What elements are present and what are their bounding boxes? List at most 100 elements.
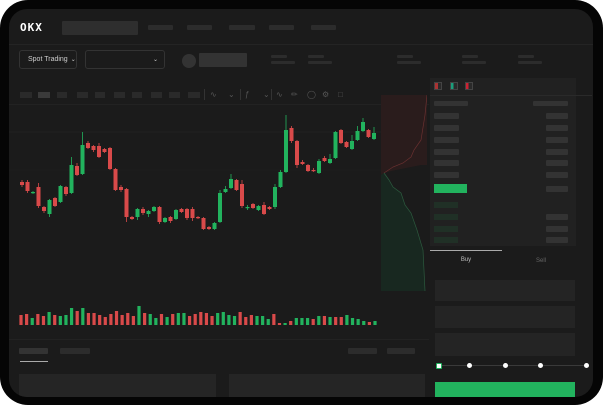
candle bbox=[251, 204, 255, 208]
volume-bar bbox=[64, 315, 68, 325]
ask-row-price[interactable] bbox=[434, 137, 459, 143]
interval-button[interactable] bbox=[77, 92, 88, 98]
bid-row-amount bbox=[546, 237, 568, 243]
interval-button[interactable] bbox=[114, 92, 125, 98]
candle bbox=[372, 133, 376, 139]
candle bbox=[146, 211, 151, 214]
header-search-placeholder[interactable] bbox=[62, 21, 138, 35]
okx-logo[interactable]: OKX bbox=[20, 21, 43, 34]
indicator-icon[interactable]: ƒ bbox=[245, 90, 250, 99]
candle bbox=[278, 172, 283, 187]
tab-order-history[interactable] bbox=[60, 348, 90, 354]
slider-stop-75[interactable] bbox=[538, 363, 543, 368]
volume-bar bbox=[300, 318, 304, 325]
ask-row-price[interactable] bbox=[434, 113, 459, 119]
nav-item[interactable] bbox=[269, 25, 294, 30]
slider-handle[interactable] bbox=[436, 363, 442, 369]
tab-underline bbox=[20, 361, 48, 362]
candle bbox=[36, 187, 41, 206]
volume-bar bbox=[305, 318, 310, 325]
volume-bar bbox=[92, 313, 96, 325]
volume-bar bbox=[345, 315, 349, 325]
amount-input[interactable] bbox=[435, 306, 575, 328]
volume-bar bbox=[311, 319, 315, 325]
volume-bar bbox=[103, 317, 107, 325]
ask-row-price[interactable] bbox=[434, 149, 459, 155]
settings-icon[interactable]: ⚙ bbox=[322, 90, 330, 99]
chevron-down-icon[interactable]: ⌄ bbox=[228, 90, 235, 99]
chevron-down-icon[interactable]: ⌄ bbox=[263, 90, 270, 99]
tab-buy[interactable]: Buy bbox=[460, 257, 472, 263]
stat-value bbox=[308, 61, 332, 64]
orderbook-asks-icon[interactable] bbox=[465, 82, 473, 90]
volume-bar bbox=[120, 315, 124, 325]
ask-row-amount bbox=[546, 160, 568, 166]
interval-button[interactable] bbox=[95, 92, 105, 98]
orders-action[interactable] bbox=[387, 348, 415, 354]
orderbook-both-icon[interactable] bbox=[434, 82, 442, 90]
candle bbox=[53, 198, 57, 206]
amount-slider-track[interactable] bbox=[440, 365, 588, 366]
candle bbox=[135, 209, 140, 217]
candle bbox=[361, 122, 365, 131]
interval-button[interactable] bbox=[132, 92, 142, 98]
interval-button[interactable] bbox=[169, 92, 180, 98]
pair-select[interactable]: ⌄ bbox=[85, 50, 165, 69]
nav-item[interactable] bbox=[187, 25, 212, 30]
volume-bar bbox=[289, 321, 293, 325]
volume-bar bbox=[227, 315, 231, 325]
fullscreen-icon[interactable]: □ bbox=[338, 90, 343, 99]
bid-row-price[interactable] bbox=[434, 202, 458, 208]
ask-row-price[interactable] bbox=[434, 160, 459, 166]
candle bbox=[58, 186, 63, 202]
ruler-icon[interactable]: ✏ bbox=[291, 90, 298, 99]
nav-item[interactable] bbox=[311, 25, 336, 30]
ask-row-price[interactable] bbox=[434, 125, 459, 131]
interval-button[interactable] bbox=[188, 92, 200, 98]
line-tool-icon[interactable]: ∿ bbox=[276, 90, 283, 99]
candle bbox=[350, 141, 354, 149]
buy-submit-button[interactable] bbox=[435, 382, 575, 397]
price-input[interactable] bbox=[435, 280, 575, 301]
interval-button[interactable] bbox=[20, 92, 32, 98]
tab-open-orders[interactable] bbox=[19, 348, 48, 354]
interval-button-active[interactable] bbox=[38, 92, 50, 98]
volume-bar bbox=[221, 312, 225, 325]
bid-row-price[interactable] bbox=[434, 226, 458, 232]
candle bbox=[229, 179, 233, 188]
stat-label bbox=[462, 55, 478, 58]
volume-bar bbox=[334, 317, 338, 325]
total-input[interactable] bbox=[435, 333, 575, 356]
slider-stop-25[interactable] bbox=[467, 363, 472, 368]
nav-item[interactable] bbox=[229, 25, 255, 30]
candle bbox=[328, 159, 332, 163]
app-screen: OKX Spot Trading ⌄ ⌄ ∿ ⌄ ƒ ⌄ ∿ ✏ ◯ ⚙ □ bbox=[9, 9, 593, 397]
volume-bar bbox=[86, 313, 91, 325]
volume-bar bbox=[210, 316, 214, 325]
ask-row-amount bbox=[546, 149, 568, 155]
candlestick-chart[interactable] bbox=[9, 9, 384, 339]
header-divider bbox=[9, 44, 593, 45]
nav-item[interactable] bbox=[148, 25, 173, 30]
volume-bar bbox=[277, 323, 282, 325]
candle bbox=[119, 187, 123, 190]
interval-button[interactable] bbox=[151, 92, 162, 98]
volume-bar bbox=[216, 313, 220, 325]
bid-row-price[interactable] bbox=[434, 237, 458, 243]
volume-bar bbox=[255, 316, 259, 325]
candle-type-icon[interactable]: ∿ bbox=[210, 90, 217, 99]
candle bbox=[300, 162, 305, 164]
orderbook-last-price[interactable] bbox=[434, 184, 467, 193]
bid-row-amount bbox=[546, 214, 568, 220]
volume-bar bbox=[126, 313, 130, 325]
bid-row-price[interactable] bbox=[434, 214, 458, 220]
slider-stop-50[interactable] bbox=[503, 363, 508, 368]
ask-row-price[interactable] bbox=[434, 172, 459, 178]
tab-sell[interactable]: Sell bbox=[535, 258, 546, 264]
orderbook-bids-icon[interactable] bbox=[450, 82, 458, 90]
orders-filter[interactable] bbox=[348, 348, 377, 354]
camera-icon[interactable]: ◯ bbox=[307, 90, 316, 99]
slider-stop-100[interactable] bbox=[584, 363, 589, 368]
market-type-select[interactable]: Spot Trading ⌄ bbox=[19, 50, 77, 69]
interval-button[interactable] bbox=[57, 92, 67, 98]
